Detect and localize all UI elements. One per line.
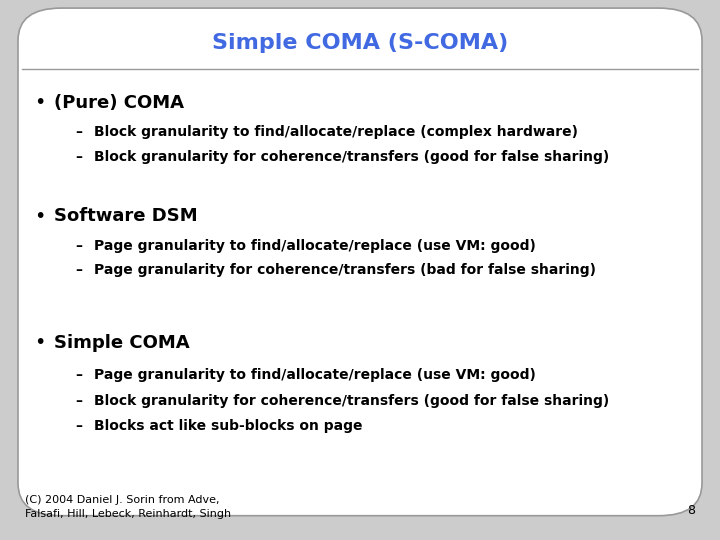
Text: •: •: [35, 206, 46, 226]
Text: Block granularity to find/allocate/replace (complex hardware): Block granularity to find/allocate/repla…: [94, 125, 577, 139]
Text: Page granularity to find/allocate/replace (use VM: good): Page granularity to find/allocate/replac…: [94, 239, 536, 253]
Text: –: –: [76, 239, 83, 253]
Text: Block granularity for coherence/transfers (good for false sharing): Block granularity for coherence/transfer…: [94, 150, 609, 164]
Text: Simple COMA (S-COMA): Simple COMA (S-COMA): [212, 33, 508, 53]
Text: –: –: [76, 150, 83, 164]
Text: –: –: [76, 368, 83, 382]
Text: –: –: [76, 418, 83, 433]
Text: Simple COMA: Simple COMA: [54, 334, 189, 352]
Text: Blocks act like sub-blocks on page: Blocks act like sub-blocks on page: [94, 418, 362, 433]
Text: Page granularity for coherence/transfers (bad for false sharing): Page granularity for coherence/transfers…: [94, 263, 595, 277]
FancyBboxPatch shape: [18, 8, 702, 516]
Text: Block granularity for coherence/transfers (good for false sharing): Block granularity for coherence/transfer…: [94, 394, 609, 408]
Text: –: –: [76, 394, 83, 408]
Text: (Pure) COMA: (Pure) COMA: [54, 93, 184, 112]
Text: –: –: [76, 125, 83, 139]
Text: •: •: [35, 93, 46, 112]
Text: 8: 8: [687, 504, 695, 517]
Text: (C) 2004 Daniel J. Sorin from Adve,
Falsafi, Hill, Lebeck, Reinhardt, Singh: (C) 2004 Daniel J. Sorin from Adve, Fals…: [25, 495, 231, 518]
Text: •: •: [35, 333, 46, 353]
Text: Software DSM: Software DSM: [54, 207, 197, 225]
Text: Page granularity to find/allocate/replace (use VM: good): Page granularity to find/allocate/replac…: [94, 368, 536, 382]
Text: –: –: [76, 263, 83, 277]
